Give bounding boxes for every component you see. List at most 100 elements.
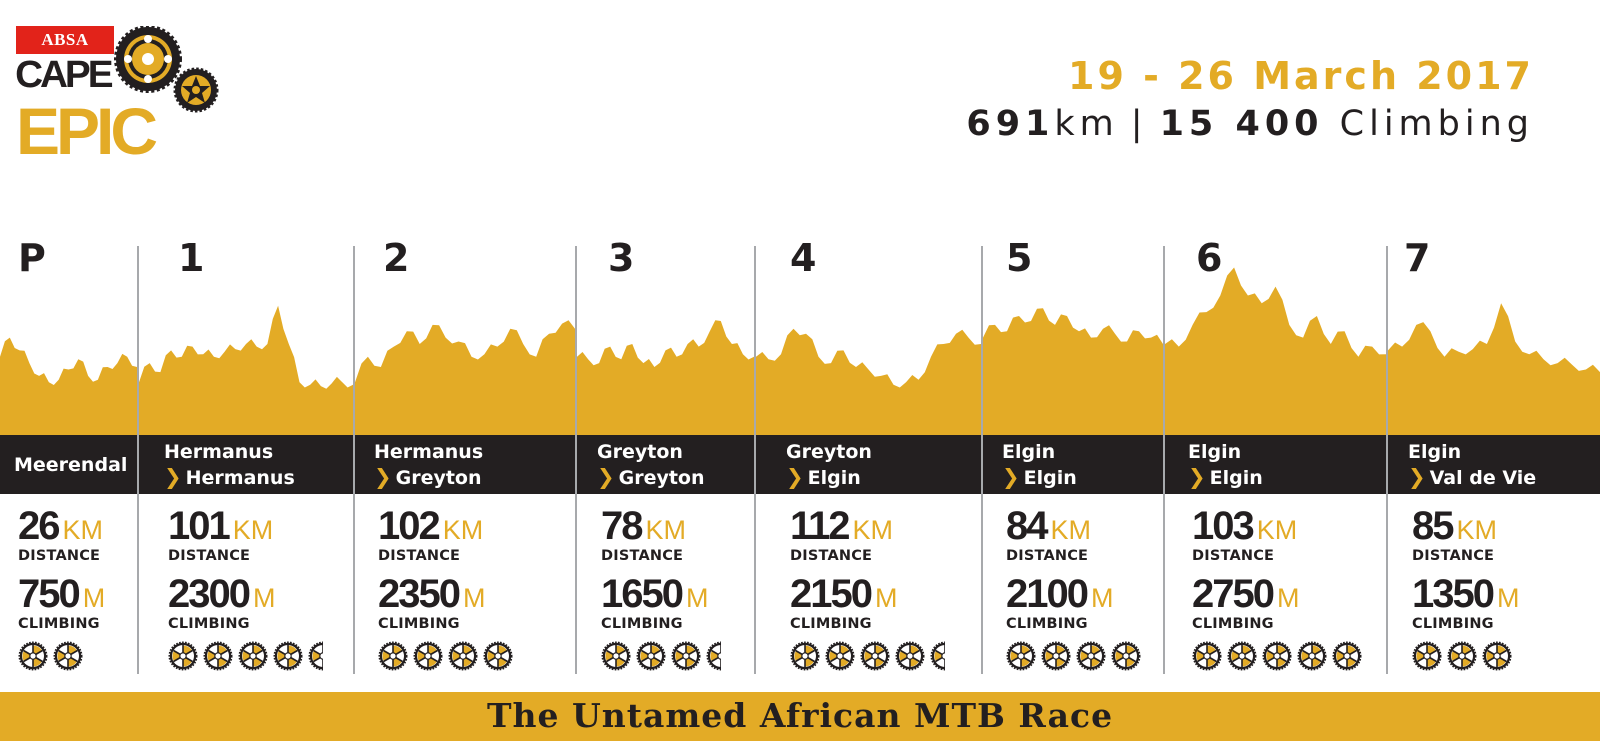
cog-icon	[483, 641, 513, 671]
route-to: Elgin	[807, 467, 861, 489]
route-to: Val de Vie	[1429, 467, 1537, 489]
stage-route: Greyton ❯ Elgin	[786, 440, 872, 491]
stage-divider	[981, 246, 983, 674]
stage-route: Elgin ❯ Elgin	[1002, 440, 1077, 491]
distance-value: 101	[168, 504, 231, 548]
stage-divider	[353, 246, 355, 674]
cog-icon	[790, 641, 820, 671]
route-from: Greyton	[786, 441, 872, 463]
distance-stat: 26 KM DISTANCE	[18, 504, 105, 565]
elevation-area-stage-1	[139, 305, 353, 435]
cog-icon	[168, 641, 198, 671]
cog-icon	[273, 641, 303, 671]
stage-number: 4	[790, 236, 817, 280]
total-climbing-value: 15 400	[1159, 104, 1324, 144]
elevation-area-stage-6	[1165, 267, 1386, 435]
climbing-value: 1350	[1412, 572, 1495, 616]
totals-separator: |	[1130, 104, 1148, 144]
half-cog-icon	[308, 641, 323, 671]
distance-label: DISTANCE	[601, 548, 684, 564]
stage-route: Elgin ❯ Val de Vie	[1408, 440, 1536, 491]
distance-unit: KM	[232, 515, 274, 545]
climbing-unit: M	[1276, 583, 1300, 613]
climbing-unit: M	[252, 583, 276, 613]
cog-icon	[1412, 641, 1442, 671]
difficulty-rating	[378, 641, 513, 671]
stage-number: 2	[383, 236, 410, 280]
climbing-unit: M	[462, 583, 486, 613]
stage-divider	[754, 246, 756, 674]
route-from: Hermanus	[164, 441, 274, 463]
distance-unit: KM	[645, 515, 687, 545]
cog-icon	[1041, 641, 1071, 671]
cog-icon	[1227, 641, 1257, 671]
large-chainring-icon	[114, 26, 182, 93]
chevron-right-icon: ❯	[164, 465, 182, 489]
stage-divider	[137, 246, 139, 674]
distance-value: 84	[1006, 504, 1048, 548]
climbing-label: CLIMBING	[1006, 616, 1088, 632]
cog-icon	[1332, 641, 1362, 671]
climbing-stat: 1650 M CLIMBING	[601, 572, 708, 633]
distance-unit: KM	[1456, 515, 1498, 545]
route-from: Elgin	[1408, 441, 1462, 463]
chevron-right-icon: ❯	[786, 465, 804, 489]
gears-icon	[114, 26, 219, 113]
climbing-label: CLIMBING	[18, 616, 100, 632]
distance-value: 26	[18, 504, 60, 548]
half-cog-icon	[706, 641, 721, 671]
stage-number: 1	[178, 236, 205, 280]
climbing-label: CLIMBING	[378, 616, 460, 632]
climbing-stat: 2150 M CLIMBING	[790, 572, 897, 633]
climbing-unit: M	[874, 583, 898, 613]
cog-icon	[378, 641, 408, 671]
cog-icon	[18, 641, 48, 671]
distance-label: DISTANCE	[1192, 548, 1275, 564]
stage-stats: 26 KM DISTANCE 750 M CLIMBING	[18, 504, 105, 633]
chevron-right-icon: ❯	[1188, 465, 1206, 489]
distance-unit: KM	[442, 515, 484, 545]
sponsor-badge: ABSA	[16, 26, 114, 54]
cog-icon	[636, 641, 666, 671]
elevation-area-stage-3	[577, 320, 754, 435]
climbing-stat: 2350 M CLIMBING	[378, 572, 485, 633]
route-to: Elgin	[1209, 467, 1263, 489]
stage-stats: 85 KM DISTANCE 1350 M CLIMBING	[1412, 504, 1519, 633]
difficulty-rating	[18, 641, 83, 671]
chevron-right-icon: ❯	[1408, 465, 1426, 489]
total-distance-unit: km	[1054, 104, 1119, 144]
distance-stat: 78 KM DISTANCE	[601, 504, 708, 565]
cog-icon	[1482, 641, 1512, 671]
distance-stat: 112 KM DISTANCE	[790, 504, 897, 565]
total-climbing-label: Climbing	[1339, 104, 1534, 144]
route-from: Elgin	[1188, 441, 1242, 463]
climbing-stat: 2750 M CLIMBING	[1192, 572, 1299, 633]
small-chainring-icon	[173, 67, 219, 113]
chevron-right-icon: ❯	[1002, 465, 1020, 489]
route-from: Elgin	[1002, 441, 1056, 463]
cog-icon	[448, 641, 478, 671]
stage-number: 6	[1196, 236, 1223, 280]
climbing-value: 2350	[378, 572, 461, 616]
climbing-stat: 1350 M CLIMBING	[1412, 572, 1519, 633]
elevation-area-stage-5	[983, 308, 1163, 435]
cog-icon	[671, 641, 701, 671]
distance-stat: 102 KM DISTANCE	[378, 504, 485, 565]
climbing-unit: M	[685, 583, 709, 613]
climbing-unit: M	[1090, 583, 1114, 613]
cog-icon	[601, 641, 631, 671]
distance-value: 78	[601, 504, 643, 548]
distance-stat: 85 KM DISTANCE	[1412, 504, 1519, 565]
difficulty-rating	[1006, 641, 1141, 671]
climbing-value: 2150	[790, 572, 873, 616]
distance-unit: KM	[852, 515, 894, 545]
climbing-label: CLIMBING	[1412, 616, 1494, 632]
route-band	[0, 435, 1600, 494]
stage-stats: 102 KM DISTANCE 2350 M CLIMBING	[378, 504, 485, 633]
distance-value: 102	[378, 504, 441, 548]
route-from: Greyton	[597, 441, 683, 463]
climbing-value: 750	[18, 572, 81, 616]
cog-icon	[1192, 641, 1222, 671]
difficulty-rating	[790, 641, 945, 671]
climbing-label: CLIMBING	[168, 616, 250, 632]
